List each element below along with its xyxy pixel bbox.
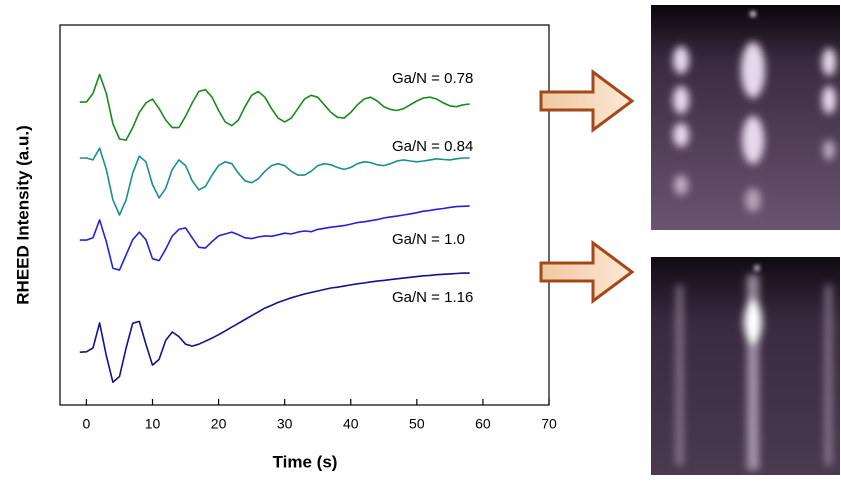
data-line	[79, 205, 470, 271]
rheed-image	[651, 5, 840, 230]
series-label: Ga/N = 0.84	[392, 138, 473, 155]
arrow	[539, 69, 635, 133]
series-label: Ga/N = 1.16	[392, 289, 473, 306]
x-tick-label: 50	[409, 416, 425, 432]
x-tick-label: 30	[277, 416, 293, 432]
data-line	[79, 73, 470, 141]
series-label: Ga/N = 1.0	[392, 231, 465, 248]
plot-frame	[59, 24, 550, 406]
x-tick-label: 10	[145, 416, 161, 432]
data-line	[79, 272, 470, 383]
arrow	[539, 240, 635, 304]
x-tick-label: 20	[211, 416, 227, 432]
plot-area: 0 10 20 30 40 50 60 70 Ga/N = 0.78 Ga/N = 0.84 Ga/…	[79, 70, 557, 432]
rheed-image	[651, 257, 840, 475]
x-tick-label: 40	[343, 416, 359, 432]
data-line	[79, 147, 470, 216]
series-label: Ga/N = 0.78	[392, 70, 473, 87]
x-axis-label: Time (s)	[273, 452, 338, 471]
x-tick-label: 0	[83, 416, 91, 432]
x-tick-label: 70	[541, 416, 557, 432]
y-axis-label: RHEED Intensity (a.u.)	[13, 125, 32, 304]
x-tick-label: 60	[475, 416, 491, 432]
